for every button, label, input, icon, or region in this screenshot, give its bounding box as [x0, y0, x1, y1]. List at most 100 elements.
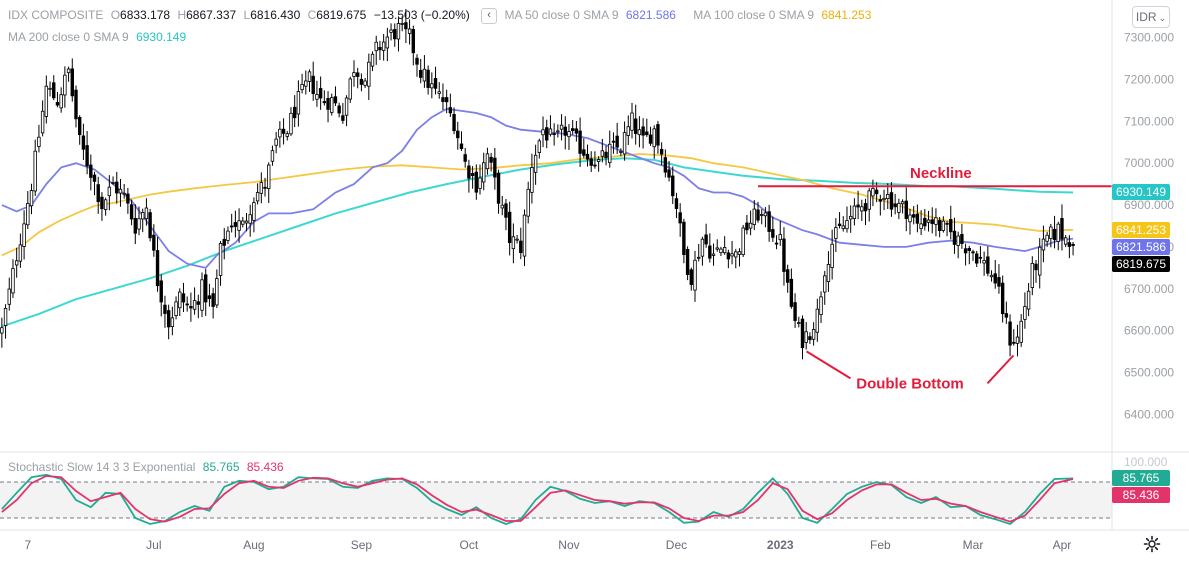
ma100-value: 6841.253	[821, 8, 872, 23]
y-tick-label: 6700.000	[1124, 282, 1174, 296]
candle-body	[800, 318, 805, 349]
candle-body	[545, 127, 549, 141]
candle-body	[300, 83, 304, 91]
x-tick-label: Oct	[460, 538, 479, 552]
candle-body	[841, 225, 845, 229]
candle-body	[1012, 341, 1016, 344]
candle-body	[393, 29, 397, 40]
candle-body	[893, 203, 897, 208]
candle-body	[1000, 282, 1005, 315]
candle-body	[1063, 237, 1068, 245]
ma50-value: 6821.586	[625, 8, 676, 23]
candle-body	[115, 181, 119, 194]
candle-body	[170, 317, 175, 327]
candle-body	[537, 140, 542, 153]
candle-body	[59, 94, 63, 109]
stoch-top-tick: 100.000	[1124, 455, 1168, 469]
candle-body	[192, 300, 197, 310]
candle-body	[507, 211, 512, 244]
candle-body	[211, 293, 215, 307]
candle-body	[103, 199, 108, 210]
candle-body	[730, 253, 734, 257]
candle-body	[222, 238, 226, 246]
candle-body	[374, 41, 378, 52]
neckline-label: Neckline	[910, 165, 972, 182]
candle-body	[1038, 246, 1042, 276]
candle-body	[860, 206, 864, 212]
candle-body	[748, 222, 753, 229]
candle-body	[897, 202, 901, 213]
candle-body	[96, 184, 100, 203]
candle-body	[289, 112, 293, 135]
candle-body	[1008, 321, 1012, 346]
candle-body	[411, 28, 415, 54]
candle-body	[567, 131, 571, 138]
candle-body	[426, 69, 430, 88]
candle-body	[459, 143, 464, 150]
x-tick-label: Nov	[558, 538, 579, 552]
ma100-label: MA 100 close 0 SMA 9	[693, 8, 814, 23]
candle-body	[333, 96, 338, 104]
candle-body	[678, 212, 682, 224]
stoch-legend: Stochastic Slow 14 3 3 Exponential 85.76…	[8, 460, 288, 474]
candle-body	[700, 238, 705, 257]
candle-body	[185, 303, 189, 306]
candle-body	[74, 89, 78, 120]
candle-body	[811, 329, 816, 340]
ma50-label: MA 50 close 0 SMA 9	[504, 8, 619, 23]
candle-body	[126, 193, 130, 204]
legend-low-value: 6816.430	[250, 8, 301, 23]
candle-body	[574, 128, 579, 134]
candle-body	[548, 128, 553, 135]
candle-body	[845, 220, 849, 230]
candle-body	[526, 188, 530, 217]
candle-body	[419, 70, 423, 78]
candle-body	[322, 101, 327, 104]
gear-icon[interactable]	[1143, 535, 1161, 553]
candle-body	[137, 218, 141, 230]
candle-body	[433, 78, 438, 89]
candle-body	[204, 274, 208, 303]
candle-body	[659, 148, 664, 155]
candle-body	[478, 177, 482, 189]
candle-body	[663, 157, 668, 173]
candle-body	[830, 243, 834, 268]
candle-body	[326, 97, 330, 110]
candle-body	[263, 186, 267, 189]
currency-selector[interactable]: IDR ⌄	[1132, 6, 1170, 28]
candle-body	[0, 327, 4, 334]
ma200-price-tag: 6930.149	[1112, 184, 1170, 201]
y-tick-label: 7300.000	[1124, 31, 1174, 45]
candle-body	[756, 209, 760, 221]
candle-body	[241, 220, 245, 225]
candle-body	[511, 236, 516, 250]
legend-high-value: 6867.337	[186, 8, 237, 23]
candle-body	[826, 264, 831, 282]
candle-body	[656, 124, 660, 146]
candle-body	[645, 131, 649, 136]
x-tick-label: Mar	[963, 538, 984, 552]
candle-body	[789, 278, 794, 307]
candle-body	[774, 242, 779, 245]
collapse-legend-button[interactable]: ‹	[481, 8, 498, 24]
candle-body	[578, 130, 582, 154]
candle-body	[911, 214, 916, 218]
candle-body	[1052, 228, 1057, 241]
candle-body	[997, 277, 1001, 287]
candle-body	[863, 203, 868, 212]
x-tick-label: Dec	[666, 538, 687, 552]
candle-body	[819, 296, 823, 315]
candle-body	[296, 91, 301, 115]
x-tick-label: Apr	[1053, 538, 1072, 552]
candle-body	[611, 140, 616, 143]
candle-body	[782, 238, 786, 272]
candle-body	[741, 227, 745, 255]
candle-body	[1045, 234, 1049, 242]
candle-body	[522, 214, 527, 257]
candle-body	[467, 165, 471, 179]
candle-body	[229, 225, 234, 228]
stoch-k-tag: 85.765	[1112, 470, 1170, 487]
candle-body	[66, 68, 71, 74]
